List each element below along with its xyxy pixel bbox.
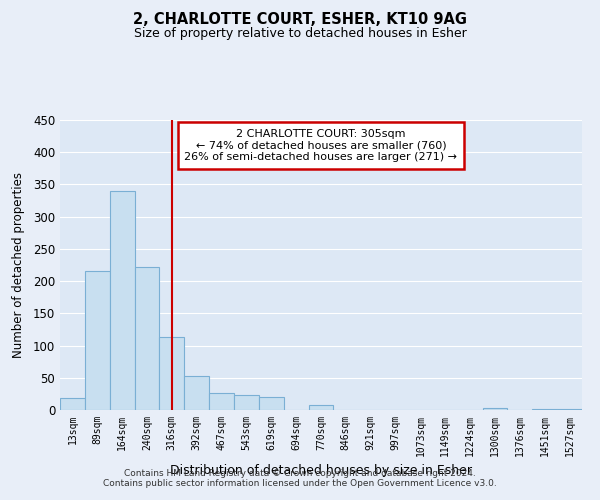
Bar bbox=[160, 337, 184, 410]
Bar bbox=[85, 272, 110, 410]
Text: 2, CHARLOTTE COURT, ESHER, KT10 9AG: 2, CHARLOTTE COURT, ESHER, KT10 9AG bbox=[133, 12, 467, 28]
Text: Contains HM Land Registry data © Crown copyright and database right 2024.: Contains HM Land Registry data © Crown c… bbox=[124, 468, 476, 477]
Bar bbox=[482, 408, 508, 410]
Bar bbox=[110, 191, 134, 410]
Bar bbox=[209, 393, 234, 410]
Bar bbox=[259, 397, 284, 410]
Bar bbox=[60, 398, 85, 410]
Text: 2 CHARLOTTE COURT: 305sqm
← 74% of detached houses are smaller (760)
26% of semi: 2 CHARLOTTE COURT: 305sqm ← 74% of detac… bbox=[185, 128, 458, 162]
X-axis label: Distribution of detached houses by size in Esher: Distribution of detached houses by size … bbox=[170, 464, 472, 477]
Bar bbox=[184, 376, 209, 410]
Bar bbox=[557, 408, 582, 410]
Bar bbox=[134, 267, 160, 410]
Text: Size of property relative to detached houses in Esher: Size of property relative to detached ho… bbox=[134, 28, 466, 40]
Y-axis label: Number of detached properties: Number of detached properties bbox=[11, 172, 25, 358]
Bar bbox=[532, 408, 557, 410]
Text: Contains public sector information licensed under the Open Government Licence v3: Contains public sector information licen… bbox=[103, 478, 497, 488]
Bar bbox=[308, 406, 334, 410]
Bar bbox=[234, 394, 259, 410]
